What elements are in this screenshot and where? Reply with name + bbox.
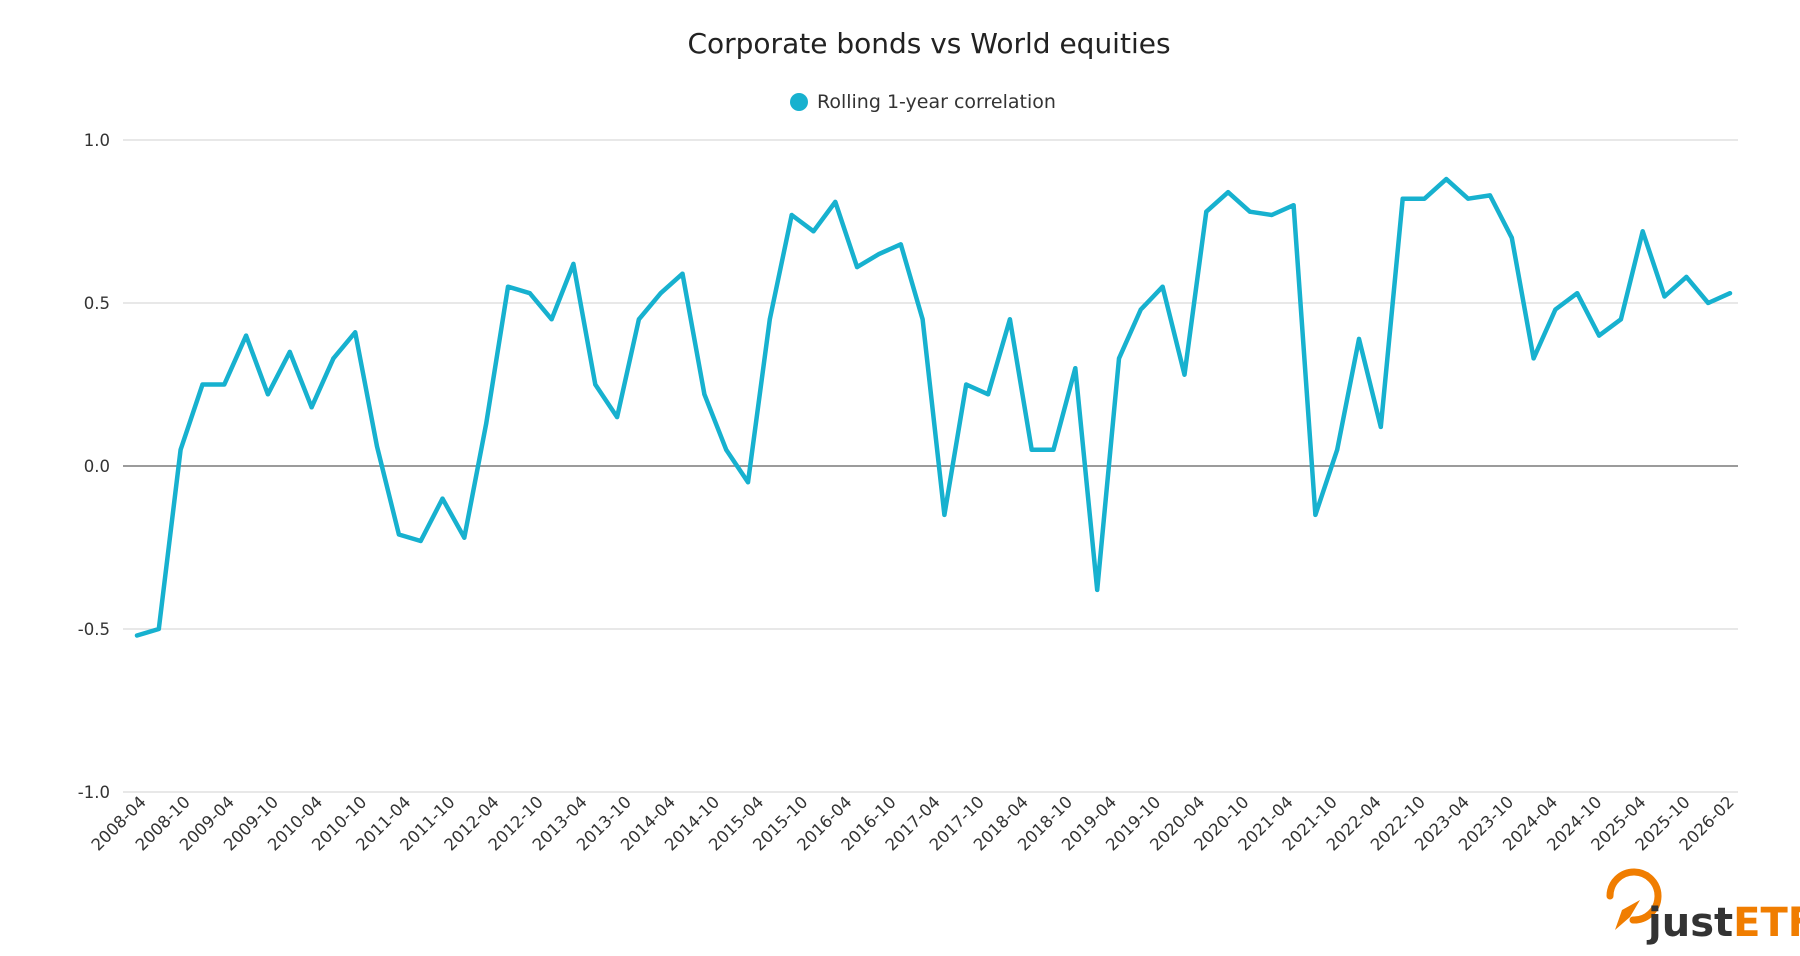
- data-point: [1182, 372, 1187, 377]
- data-point: [811, 229, 816, 234]
- data-point: [1051, 447, 1056, 452]
- chart-title: Corporate bonds vs World equities: [687, 27, 1170, 60]
- data-point: [549, 317, 554, 322]
- logo-just: just: [1646, 900, 1733, 946]
- data-point: [505, 284, 510, 289]
- data-point: [986, 392, 991, 397]
- x-axis: 2008-042008-102009-042009-102010-042010-…: [88, 792, 1738, 854]
- data-point: [396, 532, 401, 537]
- data-point: [484, 421, 489, 426]
- series-line: [134, 176, 1733, 638]
- data-point: [1116, 356, 1121, 361]
- data-point: [527, 291, 532, 296]
- logo-etf: ETF: [1733, 900, 1800, 946]
- y-tick-label: -0.5: [78, 620, 110, 639]
- data-point: [702, 392, 707, 397]
- data-point: [920, 317, 925, 322]
- data-point: [571, 261, 576, 266]
- data-point: [746, 480, 751, 485]
- data-point: [1029, 447, 1034, 452]
- data-point: [1597, 333, 1602, 338]
- data-point: [1378, 424, 1383, 429]
- data-point: [1422, 196, 1427, 201]
- data-point: [593, 382, 598, 387]
- data-point: [462, 535, 467, 540]
- data-point: [287, 349, 292, 354]
- svg-text:justETF: justETF: [1646, 900, 1800, 946]
- data-point: [222, 382, 227, 387]
- data-point: [789, 212, 794, 217]
- data-point: [1531, 356, 1536, 361]
- data-point: [767, 317, 772, 322]
- data-point: [265, 392, 270, 397]
- data-point: [375, 444, 380, 449]
- data-point: [418, 538, 423, 543]
- data-point: [1073, 366, 1078, 371]
- justetf-logo-icon: [1606, 868, 1662, 930]
- data-point: [156, 627, 161, 631]
- y-tick-label: 0.0: [84, 457, 110, 476]
- y-tick-label: -1.0: [78, 783, 110, 802]
- data-point: [1466, 196, 1471, 201]
- data-point: [309, 405, 314, 410]
- data-point: [876, 252, 881, 257]
- data-point: [1575, 291, 1580, 296]
- data-point: [178, 447, 183, 452]
- series-rolling-correlation: [134, 176, 1733, 638]
- data-point: [1160, 284, 1165, 289]
- data-point: [1487, 193, 1492, 198]
- data-point: [658, 291, 663, 296]
- y-tick-label: 0.5: [84, 294, 110, 313]
- data-point: [1095, 587, 1100, 592]
- data-point: [1618, 317, 1623, 322]
- data-point: [942, 512, 947, 517]
- legend-label: Rolling 1-year correlation: [817, 91, 1056, 113]
- data-point: [135, 633, 139, 638]
- y-axis: 1.0 0.5 0.0 -0.5 -1.0: [78, 131, 110, 802]
- data-point: [1640, 229, 1645, 234]
- data-point: [833, 199, 838, 204]
- data-point: [1444, 177, 1449, 182]
- data-point: [1706, 301, 1711, 305]
- data-point: [724, 447, 729, 452]
- data-point: [331, 356, 336, 361]
- data-point: [1553, 307, 1558, 312]
- data-point: [1226, 190, 1231, 195]
- data-point: [200, 382, 205, 387]
- data-point: [1684, 274, 1689, 279]
- data-point: [1247, 209, 1252, 214]
- data-point: [1138, 307, 1143, 312]
- data-point: [636, 317, 641, 322]
- data-point: [353, 330, 358, 335]
- data-point: [440, 496, 445, 501]
- legend-swatch: [790, 93, 808, 111]
- data-point: [1335, 447, 1340, 452]
- data-point: [680, 271, 685, 276]
- y-tick-label: 1.0: [84, 131, 110, 150]
- data-point: [1509, 235, 1514, 240]
- data-point: [1400, 196, 1405, 201]
- legend[interactable]: Rolling 1-year correlation: [790, 91, 1056, 113]
- grid: [123, 139, 1738, 793]
- data-point: [855, 265, 860, 270]
- data-point: [1357, 336, 1362, 341]
- data-point: [1007, 317, 1012, 322]
- data-point: [898, 242, 903, 247]
- data-point: [1204, 209, 1209, 214]
- data-point: [964, 382, 969, 387]
- data-point: [1269, 212, 1274, 217]
- data-point: [1291, 203, 1296, 208]
- data-point: [615, 415, 620, 420]
- data-point: [1728, 291, 1732, 296]
- data-point: [1662, 294, 1667, 299]
- data-point: [1313, 512, 1318, 517]
- data-point: [244, 333, 249, 338]
- justetf-logo: justETF: [1606, 868, 1800, 946]
